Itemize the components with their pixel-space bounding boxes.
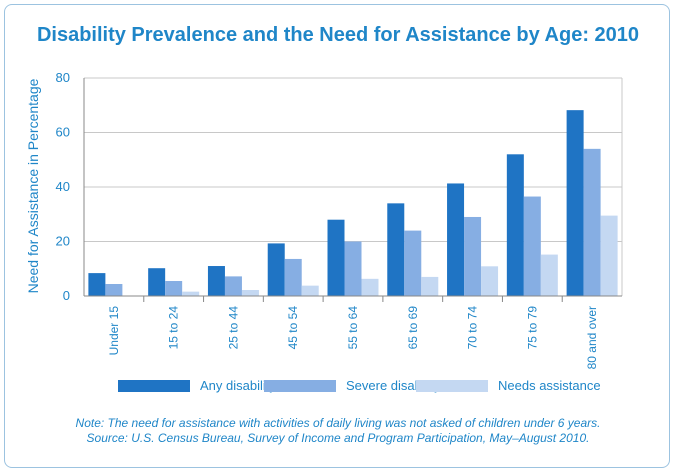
- source-line: Source: U.S. Census Bureau, Survey of In…: [86, 431, 590, 445]
- chart-title: Disability Prevalence and the Need for A…: [36, 24, 640, 46]
- bar-any-0: [88, 273, 106, 296]
- x-tick-label: 70 to 74: [466, 306, 480, 350]
- x-tick-label: 75 to 79: [525, 306, 539, 350]
- footnote: Note: The need for assistance with activ…: [0, 416, 676, 446]
- x-axis-ticks: Under 15 15 to 24 25 to 44 45 to 54 55 to 64…: [107, 296, 599, 369]
- y-tick-label: 20: [56, 234, 70, 249]
- legend-swatch-any-disability: [118, 379, 190, 392]
- y-tick-label: 40: [56, 179, 70, 194]
- x-tick-label: 65 to 69: [406, 306, 420, 350]
- legend-swatch-needs-assistance: [416, 379, 488, 392]
- bar-needs-7: [540, 254, 558, 296]
- bar-severe-2: [224, 276, 242, 296]
- y-tick-label: 0: [63, 288, 70, 303]
- legend: Any disability Severe disability Needs a…: [0, 378, 676, 398]
- legend-swatch-severe-disability: [264, 379, 336, 392]
- bar-severe-4: [344, 241, 362, 296]
- x-tick-label: 15 to 24: [167, 306, 181, 350]
- x-tick-label: 45 to 54: [286, 306, 300, 350]
- legend-label-any-disability: Any disability: [200, 378, 276, 393]
- legend-label-needs-assistance: Needs assistance: [498, 378, 601, 393]
- x-tick-label: Under 15: [107, 306, 121, 356]
- bar-severe-0: [105, 284, 123, 296]
- legend-item-severe-disability: Severe disability: [264, 378, 441, 393]
- bar-any-2: [207, 266, 225, 296]
- bar-severe-7: [523, 196, 541, 296]
- bar-severe-6: [464, 216, 482, 296]
- bar-needs-6: [481, 266, 499, 296]
- legend-item-needs-assistance: Needs assistance: [416, 378, 601, 393]
- bar-severe-1: [165, 281, 183, 296]
- bar-any-1: [148, 268, 166, 296]
- bar-any-5: [387, 203, 405, 296]
- x-tick-label: 55 to 64: [346, 306, 360, 350]
- bar-severe-8: [583, 148, 601, 296]
- bar-any-6: [447, 183, 465, 296]
- x-tick-label: 25 to 44: [226, 306, 240, 350]
- y-axis-ticks: 0 20 40 60 80: [56, 70, 70, 303]
- legend-item-any-disability: Any disability: [118, 378, 276, 393]
- x-tick-label: 80 and over: [585, 306, 599, 369]
- bar-needs-4: [361, 278, 379, 296]
- y-axis-label: Need for Assistance in Percentage: [25, 78, 41, 293]
- y-tick-label: 60: [56, 125, 70, 140]
- bar-any-4: [327, 219, 345, 296]
- grid-lines: [84, 77, 622, 242]
- bar-needs-2: [241, 290, 259, 296]
- bar-severe-3: [284, 258, 302, 296]
- bar-any-7: [506, 154, 524, 296]
- bar-severe-5: [404, 230, 422, 296]
- bar-any-8: [566, 110, 584, 296]
- bar-needs-5: [421, 276, 439, 296]
- bar-needs-8: [600, 215, 618, 296]
- axes: [83, 78, 623, 297]
- bar-needs-1: [182, 291, 200, 296]
- note-line: Note: The need for assistance with activ…: [75, 416, 601, 430]
- y-tick-label: 80: [56, 70, 70, 85]
- bars: [88, 110, 618, 296]
- bar-needs-3: [301, 285, 319, 296]
- bar-any-3: [267, 243, 285, 296]
